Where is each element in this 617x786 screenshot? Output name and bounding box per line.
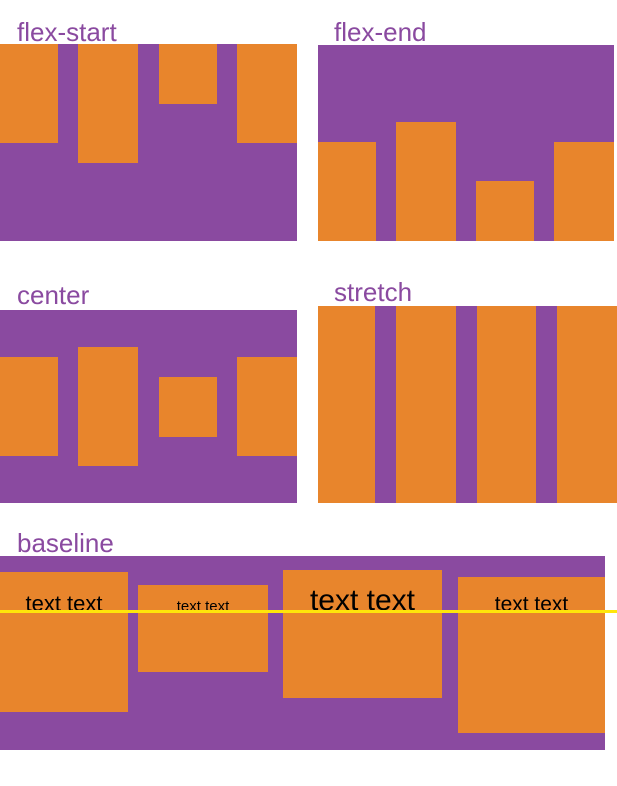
flex-item <box>78 44 139 163</box>
flex-item-text: text text <box>0 572 128 712</box>
flex-item <box>78 347 139 466</box>
flex-item <box>477 306 536 503</box>
flex-item <box>396 306 456 503</box>
flex-container-stretch <box>318 306 617 503</box>
flex-item <box>476 181 534 241</box>
baseline-indicator-line <box>0 610 617 613</box>
flex-item <box>396 122 456 241</box>
flex-container-flex-start <box>0 44 297 241</box>
flex-container-baseline: text text text text text text text text <box>0 556 605 750</box>
panel-label-baseline: baseline <box>17 528 114 558</box>
flex-item <box>554 142 614 241</box>
flex-item <box>236 357 297 456</box>
flex-item-text: text text <box>138 585 268 672</box>
flex-item <box>236 44 297 143</box>
flex-container-flex-end <box>318 45 614 241</box>
flex-item <box>318 142 376 241</box>
flex-item <box>557 306 617 503</box>
flex-item <box>318 306 375 503</box>
flex-item <box>0 357 58 456</box>
panel-label-flex-end: flex-end <box>334 17 427 47</box>
flex-item-text: text text <box>283 570 442 698</box>
flex-container-center <box>0 310 297 503</box>
panel-label-stretch: stretch <box>334 277 413 307</box>
flex-item-text: text text <box>458 577 605 733</box>
flex-item <box>158 376 217 437</box>
panel-label-center: center <box>17 280 90 310</box>
panel-label-flex-start: flex-start <box>17 17 117 47</box>
flex-item <box>158 44 217 104</box>
flex-item <box>0 44 58 143</box>
